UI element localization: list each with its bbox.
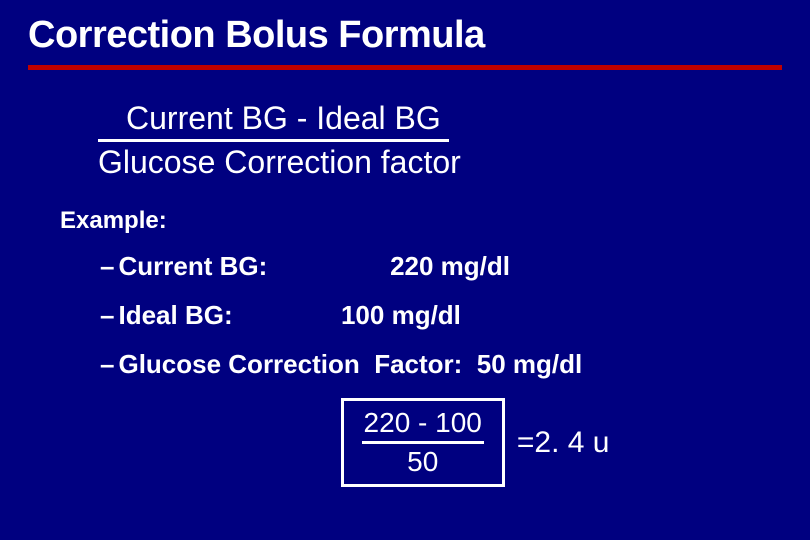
- row-gap: [233, 300, 341, 331]
- row-label: Glucose Correction Factor: 50 mg/dl: [118, 349, 582, 380]
- bullet-dash: –: [100, 349, 114, 380]
- example-label: Example:: [60, 207, 782, 235]
- row-gap: [267, 251, 390, 282]
- bullet-dash: –: [100, 251, 114, 282]
- formula-denominator: Glucose Correction factor: [98, 142, 461, 181]
- row-value: 100 mg/dl: [341, 300, 461, 331]
- calculation-result: =2. 4 u: [517, 426, 610, 460]
- list-item: – Ideal BG: 100 mg/dl: [100, 300, 782, 331]
- title-rule: [28, 65, 782, 70]
- row-label: Current BG:: [118, 251, 267, 282]
- list-item: – Glucose Correction Factor: 50 mg/dl: [100, 349, 782, 380]
- slide-title: Correction Bolus Formula: [28, 14, 782, 57]
- formula-fraction: Current BG - Ideal BG Glucose Correction…: [98, 100, 461, 181]
- bullet-dash: –: [100, 300, 114, 331]
- row-label: Ideal BG:: [118, 300, 232, 331]
- calculation-box: 220 - 100 50: [341, 398, 505, 487]
- calculation-numerator: 220 - 100: [362, 407, 484, 444]
- list-item: – Current BG: 220 mg/dl: [100, 251, 782, 282]
- formula-numerator: Current BG - Ideal BG: [98, 100, 449, 142]
- example-list: – Current BG: 220 mg/dl – Ideal BG: 100 …: [100, 251, 782, 380]
- calculation-denominator: 50: [362, 444, 484, 478]
- row-value: 220 mg/dl: [390, 251, 510, 282]
- slide: Correction Bolus Formula Current BG - Id…: [0, 0, 810, 540]
- calculation-wrap: 220 - 100 50 =2. 4 u: [168, 398, 782, 487]
